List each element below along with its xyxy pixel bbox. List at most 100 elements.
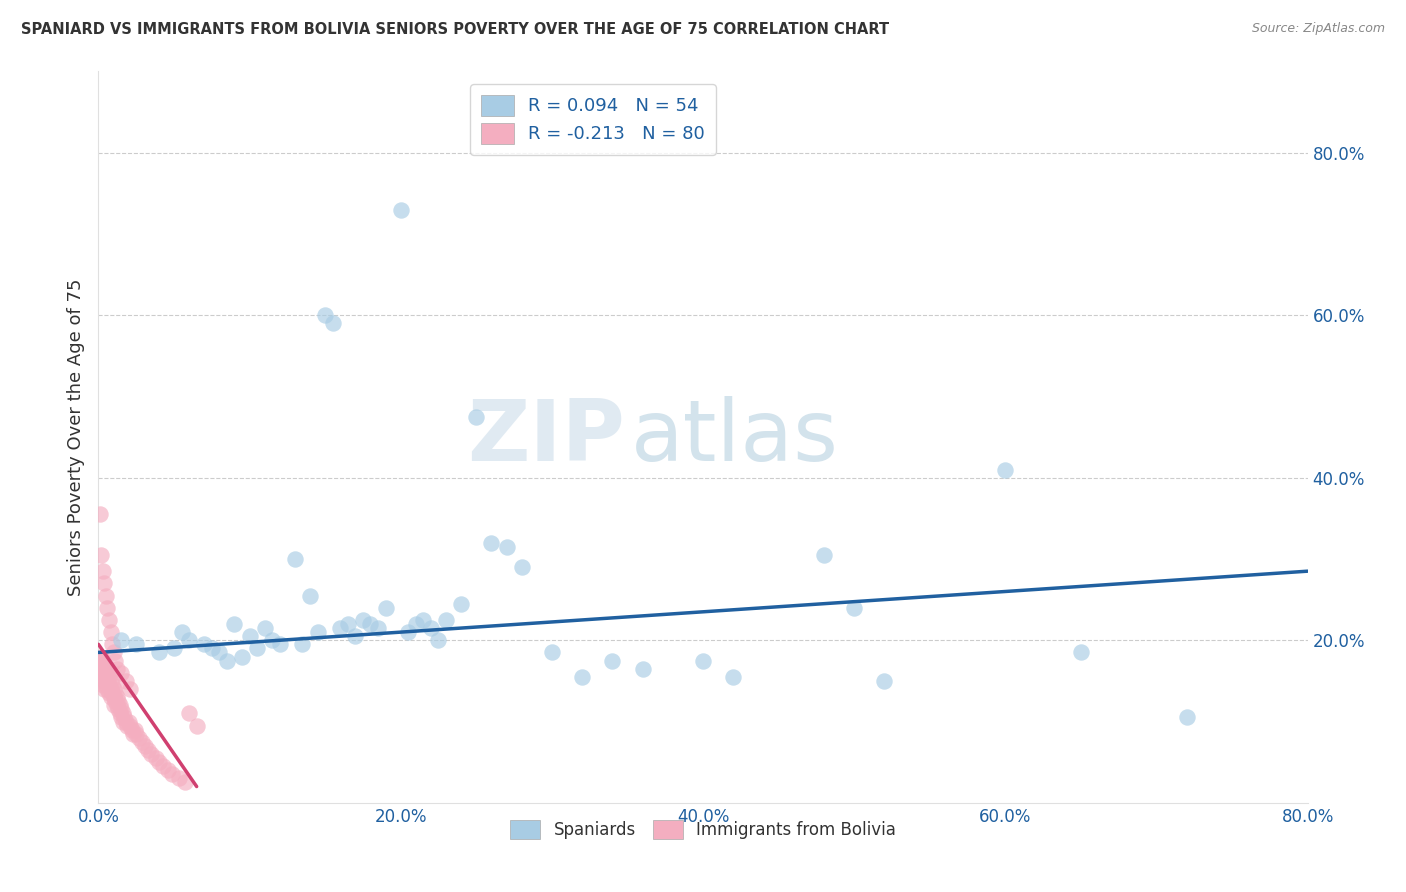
Point	[128, 731, 150, 745]
Point	[91, 670, 114, 684]
Point	[89, 508, 111, 522]
Point	[162, 767, 184, 781]
Point	[360, 617, 382, 632]
Point	[110, 665, 132, 680]
Point	[450, 597, 472, 611]
Point	[571, 670, 593, 684]
Point	[291, 637, 314, 651]
Point	[344, 629, 367, 643]
Point	[434, 613, 457, 627]
Point	[167, 772, 190, 786]
Point	[1070, 645, 1092, 659]
Point	[107, 702, 129, 716]
Point	[329, 621, 352, 635]
Point	[91, 654, 114, 668]
Point	[510, 560, 533, 574]
Point	[103, 698, 125, 713]
Point	[231, 649, 253, 664]
Point	[141, 747, 163, 761]
Point	[115, 718, 138, 732]
Point	[94, 589, 117, 603]
Point	[98, 686, 121, 700]
Point	[284, 552, 307, 566]
Point	[98, 613, 121, 627]
Point	[994, 462, 1017, 476]
Point	[104, 694, 127, 708]
Point	[405, 617, 427, 632]
Point	[148, 645, 170, 659]
Text: atlas: atlas	[630, 395, 838, 479]
Point	[103, 690, 125, 705]
Point	[110, 702, 132, 716]
Point	[91, 662, 114, 676]
Point	[1175, 710, 1198, 724]
Point	[120, 681, 142, 696]
Point	[120, 718, 142, 732]
Point	[224, 617, 246, 632]
Point	[98, 670, 121, 684]
Point	[269, 637, 291, 651]
Point	[94, 670, 117, 684]
Point	[89, 662, 111, 676]
Point	[118, 714, 141, 729]
Point	[844, 600, 866, 615]
Point	[100, 690, 122, 705]
Legend: Spaniards, Immigrants from Bolivia: Spaniards, Immigrants from Bolivia	[503, 814, 903, 846]
Point	[105, 698, 128, 713]
Point	[91, 678, 114, 692]
Point	[336, 617, 359, 632]
Point	[152, 759, 174, 773]
Point	[98, 678, 121, 692]
Point	[465, 409, 488, 424]
Point	[299, 589, 322, 603]
Point	[94, 662, 117, 676]
Point	[104, 654, 127, 668]
Point	[148, 755, 170, 769]
Point	[602, 654, 624, 668]
Point	[108, 706, 131, 721]
Point	[374, 600, 396, 615]
Point	[90, 665, 112, 680]
Point	[193, 637, 215, 651]
Point	[124, 723, 146, 737]
Point	[96, 681, 118, 696]
Point	[110, 710, 132, 724]
Point	[103, 681, 125, 696]
Text: ZIP: ZIP	[467, 395, 624, 479]
Point	[105, 662, 128, 676]
Point	[100, 681, 122, 696]
Point	[90, 657, 112, 672]
Point	[420, 621, 443, 635]
Point	[352, 613, 374, 627]
Point	[90, 548, 112, 562]
Point	[873, 673, 896, 688]
Point	[246, 641, 269, 656]
Point	[90, 649, 112, 664]
Point	[215, 654, 238, 668]
Point	[314, 308, 336, 322]
Point	[96, 600, 118, 615]
Point	[93, 665, 115, 680]
Point	[93, 673, 115, 688]
Point	[136, 743, 159, 757]
Point	[481, 535, 503, 549]
Point	[93, 576, 115, 591]
Point	[156, 764, 179, 778]
Point	[114, 714, 136, 729]
Point	[208, 645, 231, 659]
Point	[112, 710, 135, 724]
Y-axis label: Seniors Poverty Over the Age of 75: Seniors Poverty Over the Age of 75	[66, 278, 84, 596]
Point	[692, 654, 714, 668]
Point	[105, 690, 128, 705]
Point	[540, 645, 562, 659]
Point	[427, 633, 450, 648]
Point	[100, 625, 122, 640]
Point	[163, 641, 186, 656]
Point	[107, 694, 129, 708]
Point	[111, 714, 134, 729]
Point	[173, 775, 195, 789]
Point	[307, 625, 329, 640]
Point	[389, 202, 412, 217]
Point	[495, 540, 517, 554]
Point	[145, 751, 167, 765]
